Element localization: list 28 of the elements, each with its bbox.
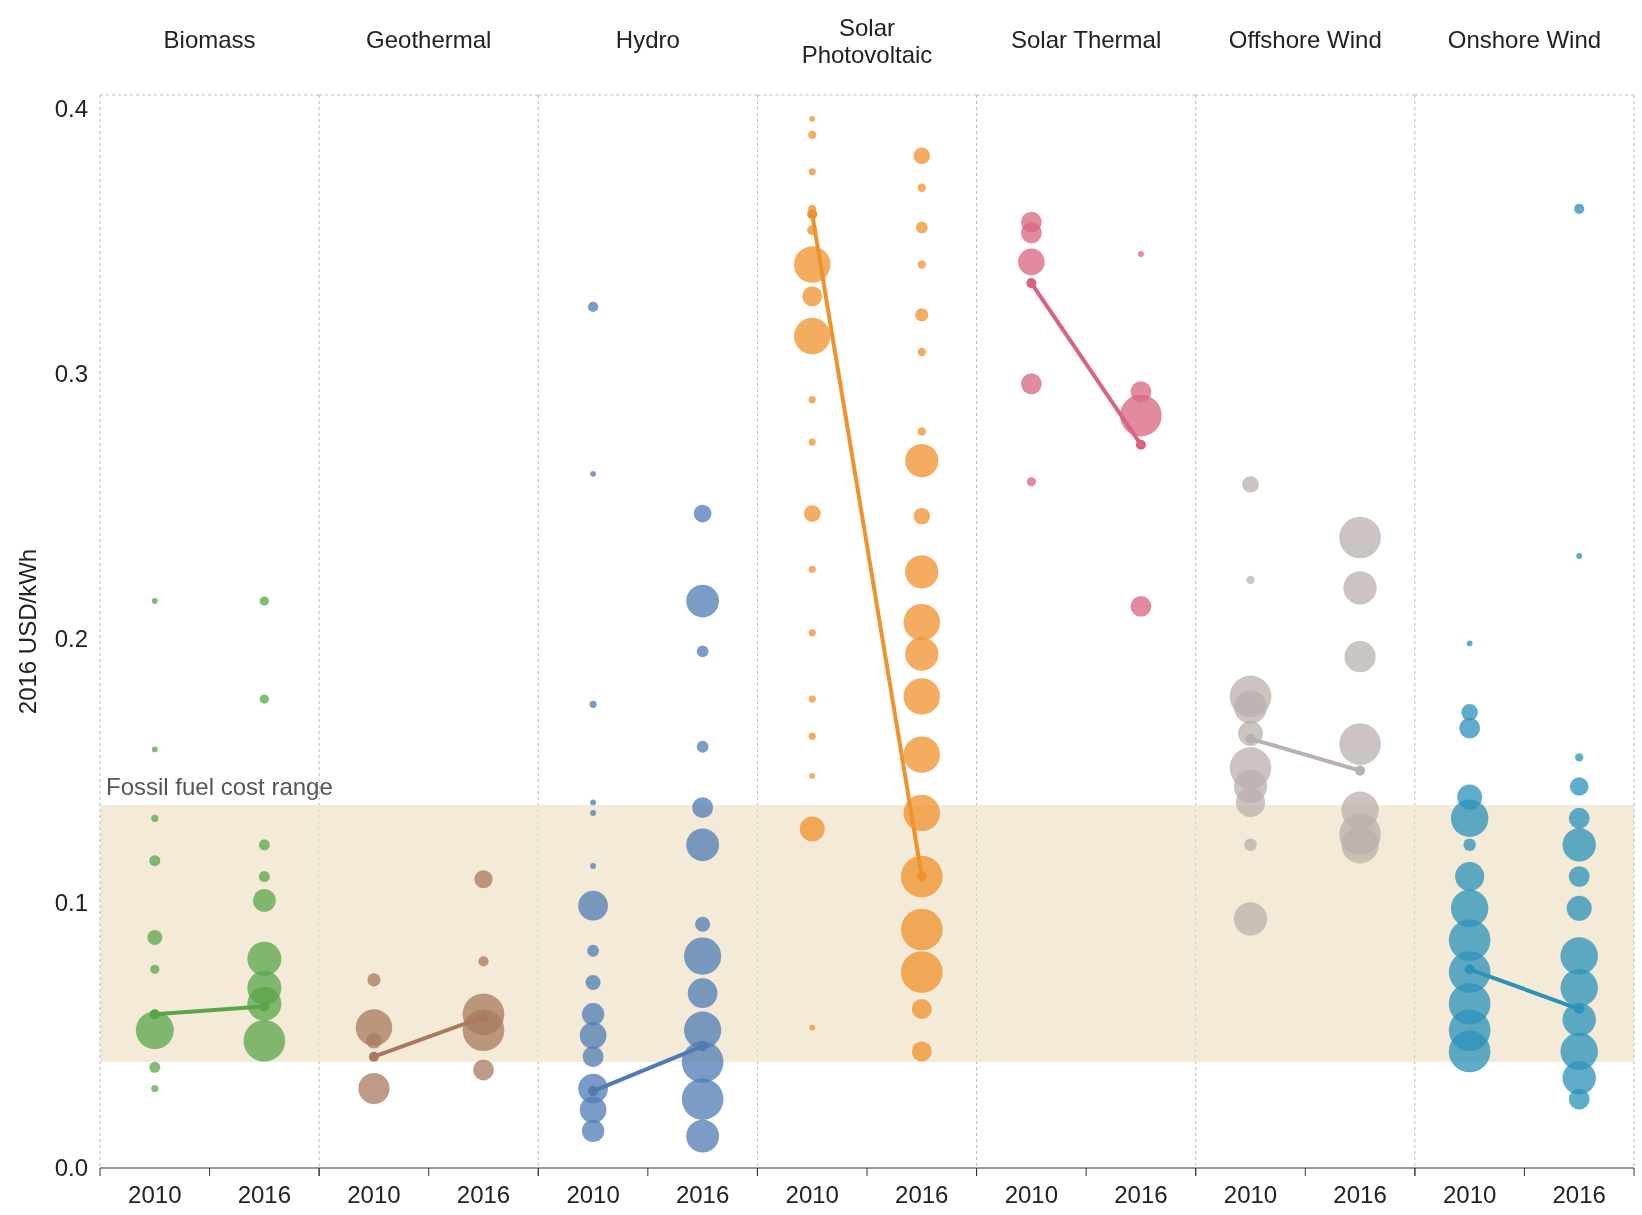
x-tick-label: 2016	[1114, 1181, 1168, 1208]
chart-title: Solar Thermal	[1011, 26, 1162, 53]
y-axis-title: 2016 USD/kWh	[14, 548, 41, 715]
x-tick-label: 2010	[1442, 1181, 1497, 1208]
x-tick-label: 2010	[785, 1181, 839, 1208]
x-tick-label: 2016	[1333, 1181, 1387, 1208]
chart-title: Biomass	[163, 26, 256, 53]
x-tick-label: 2010	[1223, 1181, 1278, 1208]
x-tick-label: 2010	[1004, 1181, 1059, 1208]
y-tick-label: 0.1	[54, 889, 88, 917]
x-tick-label: 2016	[895, 1181, 949, 1208]
x-tick-label: 2016	[237, 1181, 292, 1208]
x-tick-label: 2016	[675, 1181, 730, 1208]
x-tick-label: 2016	[456, 1181, 511, 1208]
y-tick-label: 0.0	[54, 1154, 88, 1182]
chart-title: Solar Photovoltaic	[801, 14, 933, 68]
chart-title: Offshore Wind	[1228, 26, 1382, 53]
x-tick-label: 2016	[1552, 1181, 1606, 1208]
y-tick-label: 0.3	[54, 359, 88, 387]
y-tick-label: 0.4	[54, 94, 88, 122]
chart-title: Onshore Wind	[1447, 26, 1602, 53]
y-tick-label: 0.2	[54, 624, 88, 652]
x-tick-label: 2010	[566, 1181, 620, 1208]
band-label: Fossil fuel cost range	[106, 773, 333, 801]
chart-title: Geothermal	[366, 26, 492, 53]
chart-title: Hydro	[615, 26, 680, 53]
x-tick-label: 2010	[128, 1181, 182, 1208]
x-tick-label: 2010	[347, 1181, 401, 1208]
